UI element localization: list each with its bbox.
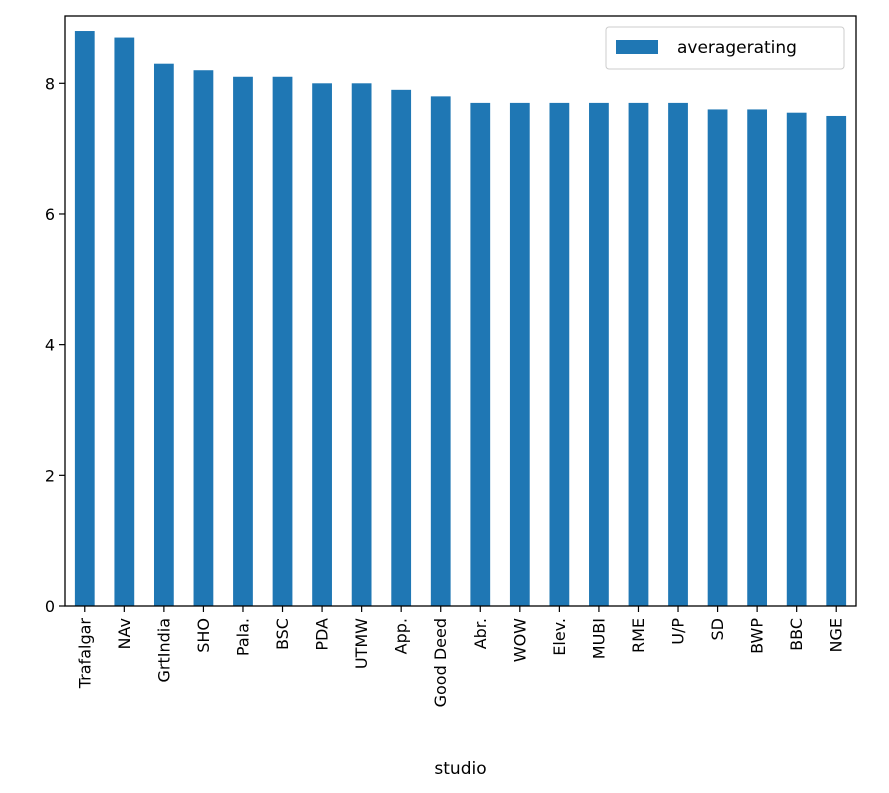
- y-axis: 0 2 4 6 8: [45, 74, 65, 616]
- x-tick-label: BBC: [787, 618, 806, 651]
- y-tick-label: 8: [45, 74, 55, 93]
- y-tick-label: 6: [45, 205, 55, 224]
- y-tick-label: 4: [45, 336, 55, 355]
- y-tick-label: 0: [45, 597, 55, 616]
- x-tick-label: SD: [708, 618, 727, 640]
- plot-frame: [64, 15, 857, 607]
- y-tick-label: 2: [45, 466, 55, 485]
- bar-rme: [628, 102, 649, 606]
- x-tick-label: Good Deed: [431, 618, 450, 707]
- legend-box: [605, 26, 845, 70]
- bar-mubi: [589, 102, 609, 606]
- bar-nav: [114, 37, 135, 606]
- bar-sho: [193, 70, 214, 606]
- bar-nge: [826, 115, 847, 607]
- x-tick-label: RME: [629, 618, 648, 653]
- bar-utmw: [351, 83, 372, 606]
- x-tick-label: NGE: [827, 618, 846, 652]
- x-tick-label: SHO: [194, 618, 213, 653]
- x-tick-label: U/P: [669, 618, 688, 645]
- x-tick-label: Elev.: [550, 618, 569, 656]
- x-tick-label: Abr.: [471, 618, 490, 649]
- legend-swatch: [616, 40, 658, 54]
- bar-app: [391, 89, 412, 607]
- x-tick-label: BWP: [748, 618, 767, 654]
- bar-wow: [509, 102, 530, 606]
- bar-trafalgar: [74, 31, 95, 606]
- bar-grtindia: [153, 63, 174, 606]
- legend-label: averagerating: [677, 38, 797, 58]
- bar-bwp: [747, 109, 768, 607]
- bar-u-p: [668, 102, 688, 606]
- x-tick-label: App.: [392, 618, 411, 654]
- bar-pda: [312, 83, 332, 606]
- x-axis: Trafalgar NAv GrtIndia SHO Pala. BSC PDA UTMW Ap…: [75, 606, 846, 707]
- legend: averagerating: [605, 26, 845, 70]
- x-tick-label: GrtIndia: [154, 618, 173, 683]
- x-tick-label: MUBI: [589, 618, 608, 659]
- bar-abr: [470, 102, 491, 606]
- bar-bsc: [272, 76, 293, 607]
- bar-sd: [707, 109, 728, 607]
- x-axis-title: studio: [434, 759, 486, 779]
- x-tick-label: UTMW: [352, 618, 371, 669]
- x-tick-label: Pala.: [233, 618, 252, 656]
- bar-bbc: [786, 112, 807, 606]
- x-tick-label: WOW: [510, 618, 529, 662]
- bars-group: [74, 31, 847, 607]
- x-tick-label: NAv: [115, 618, 134, 649]
- x-tick-label: Trafalgar: [75, 618, 94, 690]
- x-tick-label: BSC: [273, 618, 292, 650]
- bar-good-deed: [430, 96, 451, 606]
- bar-elev: [549, 102, 570, 606]
- bar-pala: [233, 76, 253, 607]
- x-tick-label: PDA: [313, 618, 332, 651]
